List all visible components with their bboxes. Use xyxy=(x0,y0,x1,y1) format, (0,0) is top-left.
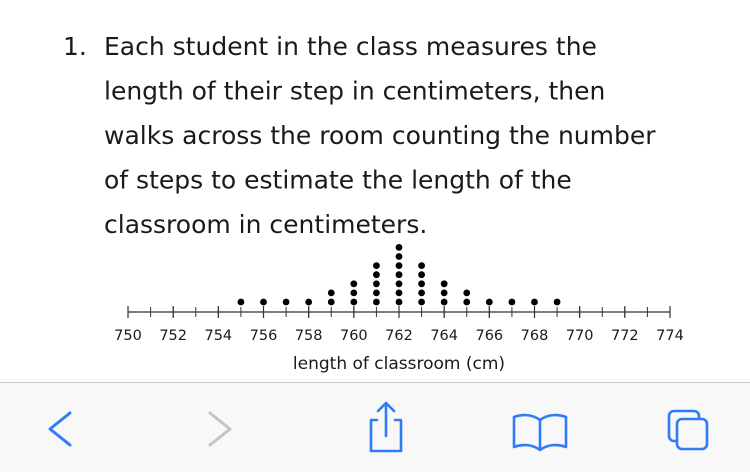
dot xyxy=(531,298,538,306)
x-tick-label: 766 xyxy=(475,328,503,344)
dot xyxy=(260,298,267,306)
x-tick-label: 750 xyxy=(114,328,142,344)
dot xyxy=(553,298,561,306)
x-tick-label: 768 xyxy=(521,328,549,344)
dot xyxy=(395,244,403,251)
forward-button[interactable] xyxy=(208,411,232,447)
dot xyxy=(373,271,380,279)
x-tick-label: 772 xyxy=(611,328,639,344)
dot xyxy=(418,271,425,279)
browser-toolbar xyxy=(0,382,750,472)
dot xyxy=(508,298,516,306)
dot xyxy=(440,280,448,288)
dot xyxy=(395,253,403,260)
dot xyxy=(350,280,358,288)
dot xyxy=(373,280,380,288)
toolbar-background xyxy=(0,382,750,472)
dot xyxy=(282,298,290,306)
bookmarks-button[interactable] xyxy=(512,413,568,452)
question-text: Each student in the class measures the le… xyxy=(104,32,656,239)
share-button[interactable] xyxy=(369,401,403,453)
question-number: 1. xyxy=(63,32,87,61)
dot xyxy=(463,298,471,306)
dot xyxy=(305,298,313,306)
x-tick-label: 754 xyxy=(204,328,232,344)
dot xyxy=(418,262,425,269)
x-tick-label: 760 xyxy=(340,328,368,344)
x-tick-label: 752 xyxy=(159,328,187,344)
dot xyxy=(237,298,245,306)
x-tick-label: 756 xyxy=(250,328,278,344)
x-axis-label: length of classroom (cm) xyxy=(293,354,505,374)
question-line: classroom in centimeters. xyxy=(104,210,427,239)
back-button[interactable] xyxy=(48,411,72,447)
dot xyxy=(485,298,493,306)
dot xyxy=(373,298,380,306)
dot xyxy=(418,280,425,288)
dot xyxy=(327,289,335,297)
question-line: walks across the room counting the numbe… xyxy=(104,121,656,150)
x-tick-label: 770 xyxy=(566,328,594,344)
dot xyxy=(395,271,403,279)
dot xyxy=(440,298,448,306)
dot xyxy=(463,289,471,297)
dot xyxy=(350,289,358,297)
x-tick-label: 774 xyxy=(656,328,684,344)
dot xyxy=(373,289,380,297)
x-tick-label: 764 xyxy=(430,328,458,344)
dot xyxy=(395,280,403,288)
question-line: Each student in the class measures the xyxy=(104,32,597,61)
x-tick-label: 762 xyxy=(385,328,413,344)
dot xyxy=(373,262,380,269)
tabs-button[interactable] xyxy=(667,409,709,451)
dot xyxy=(395,262,403,269)
dot xyxy=(350,298,358,306)
x-tick-label: 758 xyxy=(295,328,323,344)
dot xyxy=(395,289,403,297)
question-line: of steps to estimate the length of the xyxy=(104,166,572,195)
dot-plot: 750 752 754 756 758 760 762 764 766 768 770 772 774 xyxy=(114,244,684,344)
dot xyxy=(418,298,425,306)
dot xyxy=(440,289,448,297)
dot xyxy=(327,298,335,306)
dot xyxy=(418,289,425,297)
question-line: length of their step in centimeters, the… xyxy=(104,77,605,106)
dot xyxy=(395,298,403,306)
